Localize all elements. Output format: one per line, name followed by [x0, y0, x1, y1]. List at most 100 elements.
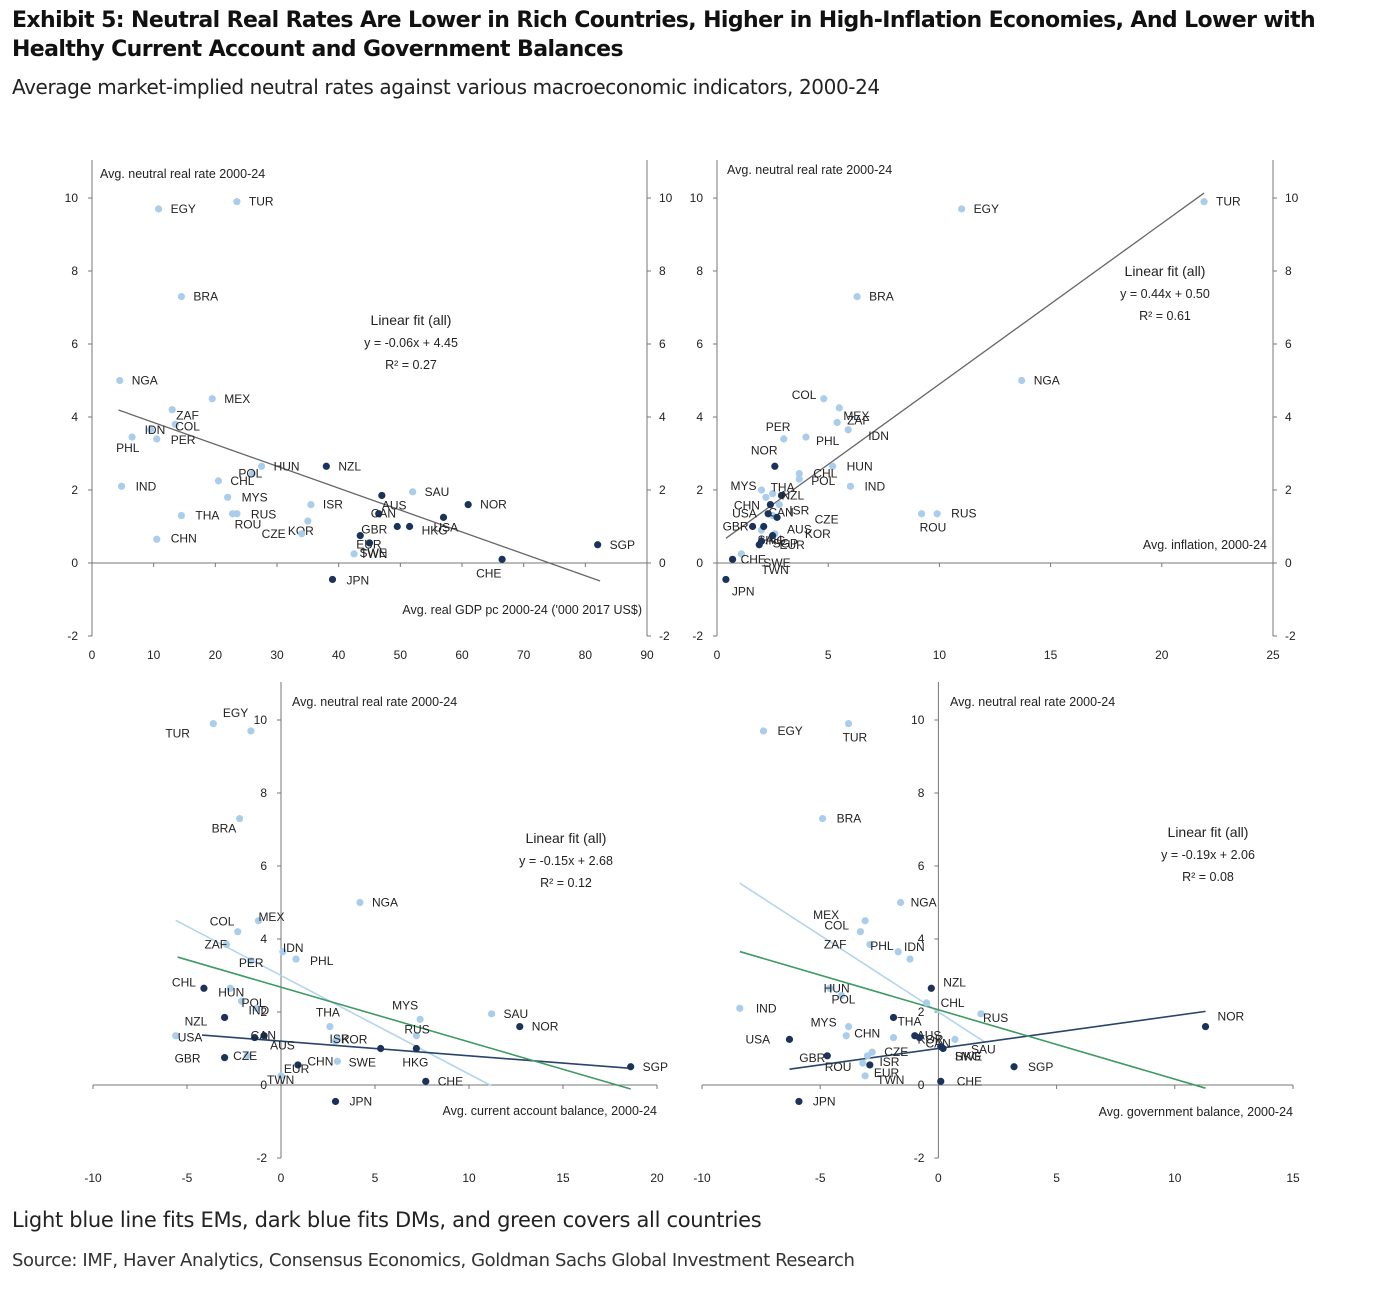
panel-2-point-pol: [795, 475, 803, 483]
panel-2-point-label-pol: POL: [811, 474, 835, 488]
panel-3-fit-annotation: R² = 0.12: [540, 876, 592, 890]
panel-4-point-pol: [837, 991, 846, 1000]
panel-3-point-label-mys: MYS: [392, 998, 418, 1012]
panel-4-point-label-col: COL: [824, 919, 849, 933]
panel-2-x-axis-title: Avg. inflation, 2000-24: [1143, 538, 1267, 552]
panel-4-point-egy: [759, 727, 768, 735]
panel-2-point-label-per: PER: [766, 420, 791, 434]
panel-3-point-label-jpn: JPN: [350, 1094, 373, 1108]
panel-1-point-label-swe: SWE: [360, 546, 387, 560]
panel-1-fit-annotation: R² = 0.27: [385, 358, 437, 372]
panel-1-point-mex: [208, 395, 216, 403]
panel-1-point-eur: [356, 532, 364, 540]
panel-4-point-label-pol: POL: [831, 993, 855, 1007]
panel-2-point-idn: [844, 426, 852, 434]
exhibit-title: Exhibit 5: Neutral Real Rates Are Lower …: [12, 8, 1316, 62]
panel-1-point-twn: [350, 550, 358, 558]
panel-4-x-axis-title: Avg. government balance, 2000-24: [1099, 1105, 1293, 1119]
panel-4-point-che: [937, 1077, 945, 1085]
panel-4-point-label-eur: EUR: [874, 1066, 900, 1080]
panel-4-point-label-jpn: JPN: [813, 1094, 836, 1108]
panel-3-point-pol: [237, 997, 246, 1005]
panel-2-y-tick-label: 2: [696, 483, 703, 497]
panel-4-point-col: [856, 928, 864, 936]
panel-1-point-usa: [439, 513, 448, 521]
panel-2-y-tick-label-right: -2: [1285, 629, 1296, 643]
panel-2-point-label-idn: IDN: [868, 429, 889, 443]
panel-3-point-idn: [279, 948, 287, 956]
panel-1-point-swe: [365, 539, 374, 547]
panel-1-y-tick-label: 4: [71, 410, 78, 424]
panel-3-point-label-twn: TWN: [267, 1073, 294, 1087]
panel-2-point-can: [766, 501, 774, 509]
panel-1-point-phl: [128, 433, 136, 441]
panel-1-point-label-sgp: SGP: [610, 538, 635, 552]
panel-4-point-nor: [1201, 1023, 1210, 1031]
panel-2-point-label-gbr: GBR: [723, 520, 749, 534]
panel-2-point-egy: [958, 205, 966, 213]
panel-2-point-label-jpn: JPN: [732, 584, 755, 598]
panel-3-x-tick-label: -5: [182, 1171, 193, 1185]
panel-3-point-mex: [254, 917, 263, 925]
panel-4-point-label-hun: HUN: [824, 981, 850, 995]
panel-3-x-tick-label: 15: [556, 1171, 570, 1185]
panel-3-point-phl: [292, 955, 300, 963]
panel-1-point-label-mys: MYS: [242, 490, 268, 504]
panel-2-point-label-nor: NOR: [751, 443, 778, 457]
panel-3-y-tick-label: 10: [254, 713, 268, 727]
panel-1-y-tick-label: 8: [71, 264, 78, 278]
panel-2-point-sgp: [769, 532, 777, 540]
panel-4-point-label-mys: MYS: [811, 1016, 837, 1030]
panel-1-point-aus: [378, 491, 386, 500]
panel-2-y-tick-label-right: 4: [1285, 410, 1292, 424]
panel-3-point-label-rus: RUS: [404, 1023, 429, 1037]
panel-2-point-label-ind: IND: [864, 479, 885, 493]
panel-4-point-sgp: [1010, 1063, 1018, 1071]
panel-3-point-label-sgp: SGP: [643, 1060, 668, 1074]
panel-3-point-label-pol: POL: [242, 996, 266, 1010]
panel-1-fit-annotation: Linear fit (all): [371, 312, 452, 328]
panel-2-point-label-zaf: ZAF: [847, 413, 870, 427]
panel-3-point-label-nzl: NZL: [185, 1014, 208, 1028]
panel-3-point-label-gbr: GBR: [175, 1052, 201, 1066]
panel-1-point-cze: [298, 530, 306, 538]
panel-1-y-tick-label-right: 4: [659, 410, 666, 424]
panel-2-y-axis-title: Avg. neutral real rate 2000-24: [727, 163, 892, 177]
panel-4-point-mys: [844, 1023, 853, 1031]
panel-4-point-label-usa: USA: [745, 1032, 770, 1046]
panel-3-point-usa: [172, 1032, 180, 1040]
panel-1-point-isr: [307, 501, 315, 509]
panel-4-point-rus: [977, 1010, 985, 1018]
panel-4-point-nga: [896, 898, 905, 907]
panel-2-y-tick-label-right: 6: [1285, 337, 1292, 351]
panel-3-point-label-aus: AUS: [270, 1039, 295, 1053]
panel-2-point-aus: [773, 513, 781, 521]
panel-4-point-can: [915, 1033, 924, 1042]
panel-3-point-col: [234, 928, 242, 936]
panel-1-point-label-chl: CHL: [230, 474, 254, 488]
panel-4-y-tick-label: -2: [914, 1151, 925, 1165]
panel-3-point-label-zaf: ZAF: [204, 937, 227, 951]
panel-4-point-bra: [818, 814, 827, 823]
panel-2-point-col: [820, 395, 828, 403]
panel-2-point-label-tha: THA: [771, 481, 795, 495]
panel-1-point-ind: [118, 482, 126, 490]
panel-3-point-cze: [243, 1052, 251, 1060]
panel-2-point-twn: [737, 550, 746, 558]
panel-4-y-tick-label: 10: [911, 713, 925, 727]
panel-1-point-zaf: [168, 406, 176, 414]
panel-3-y-tick-label: 4: [260, 932, 267, 946]
panel-3-y-tick-label: 8: [260, 786, 267, 800]
panel-1-x-tick-label: 0: [89, 648, 96, 662]
panel-1-point-can: [375, 510, 383, 518]
panel-3-point-gbr: [221, 1054, 229, 1062]
panel-3-point-label-eur: EUR: [284, 1062, 310, 1076]
panel-4-point-label-bra: BRA: [837, 812, 862, 826]
panel-4-point-label-rus: RUS: [983, 1011, 1008, 1025]
panel-1-y-tick-label-right: -2: [659, 629, 670, 643]
panel-4-point-idn: [906, 955, 914, 963]
panel-3-point-nga: [356, 898, 364, 907]
panel-3-point-label-egy: EGY: [223, 706, 248, 720]
panel-2-point-label-twn: TWN: [761, 563, 788, 577]
panel-4-point-swe: [937, 1043, 945, 1051]
